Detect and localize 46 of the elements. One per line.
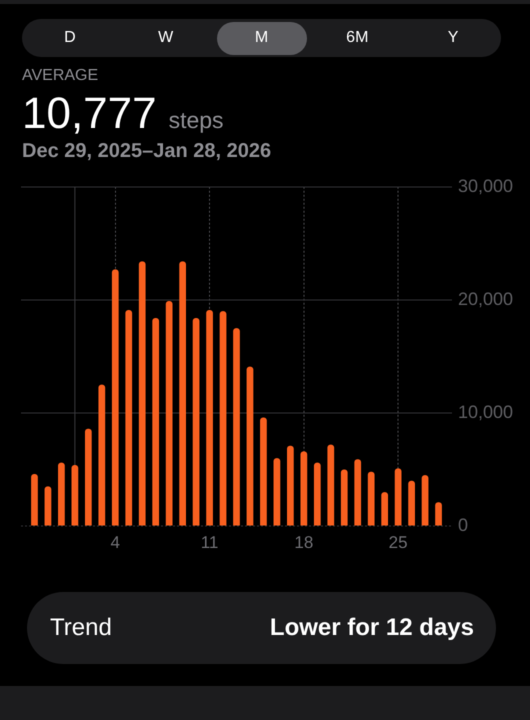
bar bbox=[179, 261, 186, 526]
bar bbox=[98, 384, 106, 526]
bar bbox=[408, 480, 415, 526]
text: steps bbox=[168, 107, 224, 133]
bar bbox=[166, 301, 173, 526]
bar bbox=[233, 328, 240, 526]
text: 10,777 bbox=[22, 89, 157, 138]
bar bbox=[31, 474, 38, 526]
bar bbox=[260, 417, 267, 526]
bar bbox=[300, 451, 308, 526]
bar bbox=[246, 366, 254, 526]
text: Trend bbox=[50, 614, 112, 642]
y-tick-label: 0 bbox=[458, 514, 468, 535]
bar bbox=[72, 464, 78, 526]
bar bbox=[58, 462, 65, 526]
bar bbox=[220, 311, 226, 526]
bar bbox=[422, 475, 428, 526]
bar bbox=[314, 462, 321, 526]
chart-title: AVERAGE bbox=[22, 67, 98, 84]
bar bbox=[125, 310, 132, 526]
bar bbox=[394, 468, 402, 526]
bar bbox=[340, 469, 348, 526]
segmented-control: D W M 6M Y bbox=[22, 19, 501, 57]
bar bbox=[138, 261, 146, 526]
bar bbox=[206, 310, 213, 526]
bar bbox=[354, 459, 362, 526]
y-tick-label: 20,000 bbox=[458, 288, 514, 309]
x-tick-label: 18 bbox=[294, 532, 314, 552]
x-tick-label: 11 bbox=[200, 532, 218, 552]
x-tick-label: 4 bbox=[110, 532, 120, 552]
bar bbox=[44, 486, 52, 526]
bar bbox=[152, 318, 160, 526]
bar bbox=[112, 269, 119, 526]
bar bbox=[287, 446, 294, 526]
y-tick-label: 30,000 bbox=[458, 176, 514, 196]
bar bbox=[274, 458, 280, 526]
bar bbox=[327, 444, 334, 526]
y-tick-label: 10,000 bbox=[458, 402, 514, 422]
bar bbox=[84, 428, 92, 526]
bar bbox=[192, 318, 200, 526]
bar bbox=[368, 472, 375, 526]
x-tick-label: 25 bbox=[388, 532, 408, 552]
bar bbox=[381, 492, 388, 526]
text: Lower for 12 days bbox=[270, 614, 474, 642]
chart-subtitle: Dec 29, 2025–Jan 28, 2026 bbox=[22, 140, 272, 162]
bar bbox=[435, 502, 442, 526]
